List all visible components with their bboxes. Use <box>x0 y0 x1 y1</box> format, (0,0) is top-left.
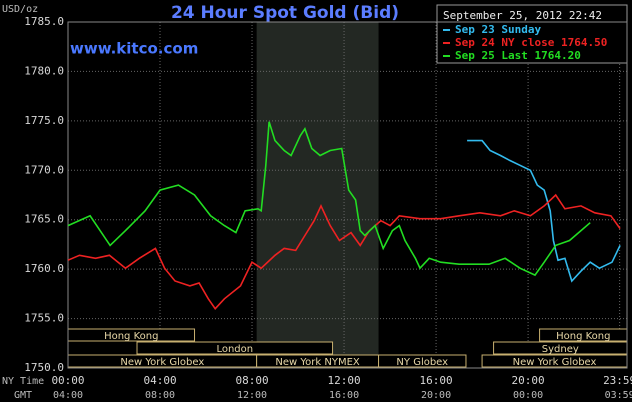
y-tick-label: 1760.0 <box>24 262 64 275</box>
session-label: New York Globex <box>120 357 204 368</box>
gmt-tick-label: 03:59 <box>605 390 632 401</box>
x-tick-label: 12:00 <box>327 374 360 387</box>
x-tick-label: 04:00 <box>143 374 176 387</box>
session-box <box>378 354 467 368</box>
series-line <box>467 139 621 283</box>
session-label: New York Globex <box>513 357 597 368</box>
gmt-tick-label: 00:00 <box>513 390 543 401</box>
gmt-tick-label: 04:00 <box>53 390 83 401</box>
website: www.kitco.com <box>70 40 198 58</box>
gmt-label: GMT <box>14 390 32 401</box>
gmt-tick-label: 20:00 <box>421 390 451 401</box>
legend-label: Sep 24 NY close 1764.50 <box>455 36 607 49</box>
x-tick-label: 16:00 <box>420 374 453 387</box>
plot-border <box>67 21 628 369</box>
legend-label: Sep 25 Last 1764.20 <box>455 49 581 62</box>
gmt-tick-label: 12:00 <box>237 390 267 401</box>
legend-box <box>436 4 628 64</box>
timestamp: September 25, 2012 22:42 <box>443 9 602 22</box>
session-label: London <box>216 344 253 355</box>
session-label: New York NYMEX <box>275 357 360 368</box>
session-label: NY Globex <box>396 357 448 368</box>
y-tick-label: 1775.0 <box>24 114 64 127</box>
series-line <box>67 193 621 310</box>
highlight-band <box>256 22 379 368</box>
session-label: Sydney <box>542 344 579 355</box>
gmt-tick-label: 08:00 <box>145 390 175 401</box>
y-tick-label: 1750.0 <box>24 361 64 374</box>
legend-label: Sep 23 Sunday <box>455 23 541 36</box>
chart-title: 24 Hour Spot Gold (Bid) <box>171 3 399 23</box>
series-line <box>67 121 591 277</box>
y-tick-label: 1770.0 <box>24 163 64 176</box>
y-tick-label: 1755.0 <box>24 312 64 325</box>
x-tick-label: 00:00 <box>51 374 84 387</box>
y-tick-label: 1765.0 <box>24 213 64 226</box>
y-tick-label: 1780.0 <box>24 64 64 77</box>
x-tick-label: 23:59 <box>603 374 632 387</box>
unit-label: USD/oz <box>2 4 38 15</box>
x-tick-label: 20:00 <box>512 374 545 387</box>
x-tick-label: 08:00 <box>235 374 268 387</box>
session-box <box>136 341 334 355</box>
ny-time-label: NY Time <box>2 376 44 387</box>
session-label: Hong Kong <box>556 331 610 342</box>
session-label: Hong Kong <box>104 331 158 342</box>
y-tick-label: 1785.0 <box>24 15 64 28</box>
gmt-tick-label: 16:00 <box>329 390 359 401</box>
